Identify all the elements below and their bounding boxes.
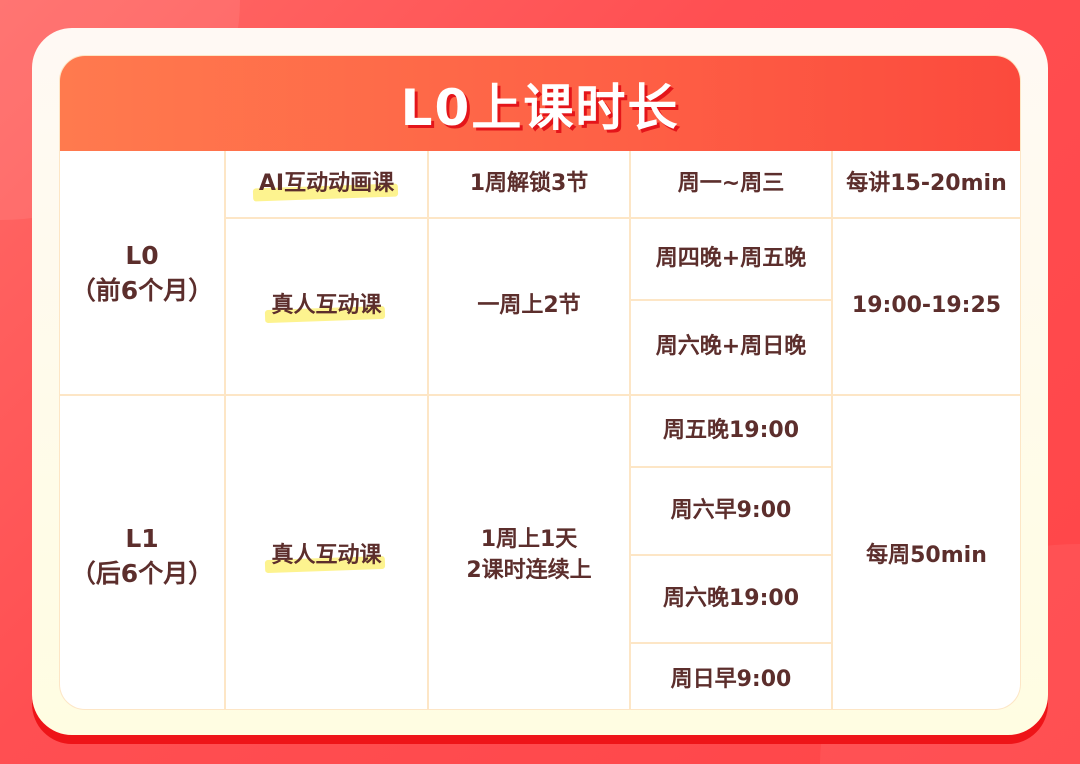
duration-cell: 每讲15-20min: [833, 151, 1020, 217]
days-cell: 周一~周三: [631, 151, 831, 217]
level-label: L1: [125, 524, 159, 553]
level-cell-l0: L0 （前6个月）: [60, 151, 224, 394]
frequency-line: 1周上1天: [480, 527, 578, 553]
frequency-cell: 1周解锁3节: [429, 151, 629, 217]
course-type: 真人互动课: [271, 541, 381, 572]
slot-cell: 周日早9:00: [631, 644, 831, 709]
slot-cell: 周六早9:00: [631, 468, 831, 554]
slot-cell: 周五晚19:00: [631, 396, 831, 466]
header: L0上课时长: [60, 56, 1020, 151]
course-type: AI互动动画课: [259, 169, 394, 200]
level-label: L0: [125, 240, 159, 270]
time-cell: 19:00-19:25: [833, 219, 1020, 394]
frequency-cell: 一周上2节: [429, 219, 629, 394]
level-period: （后6个月）: [70, 559, 214, 588]
slot-cell: 周六晚19:00: [631, 556, 831, 642]
course-type-cell: 真人互动课: [226, 219, 427, 394]
course-type-cell: AI互动动画课: [226, 151, 427, 217]
level-cell-l1: L1 （后6个月）: [60, 396, 224, 709]
slot-cell: 周六晚+周日晚: [631, 301, 831, 394]
slot-cell: 周四晚+周五晚: [631, 219, 831, 299]
frequency-line: 2课时连续上: [466, 558, 592, 583]
course-type: 真人互动课: [271, 291, 381, 322]
schedule-panel: L0上课时长 L0 （前6个月） AI互动动画课 1周解锁3节 周一~周三 每讲…: [59, 55, 1021, 710]
schedule-table: L0 （前6个月） AI互动动画课 1周解锁3节 周一~周三 每讲15-20mi…: [60, 151, 1020, 709]
page-title: L0上课时长: [400, 78, 680, 137]
frequency-cell: 1周上1天 2课时连续上: [429, 396, 629, 709]
course-type-cell: 真人互动课: [226, 396, 427, 709]
level-period: （前6个月）: [70, 275, 214, 305]
duration-cell: 每周50min: [833, 396, 1020, 709]
